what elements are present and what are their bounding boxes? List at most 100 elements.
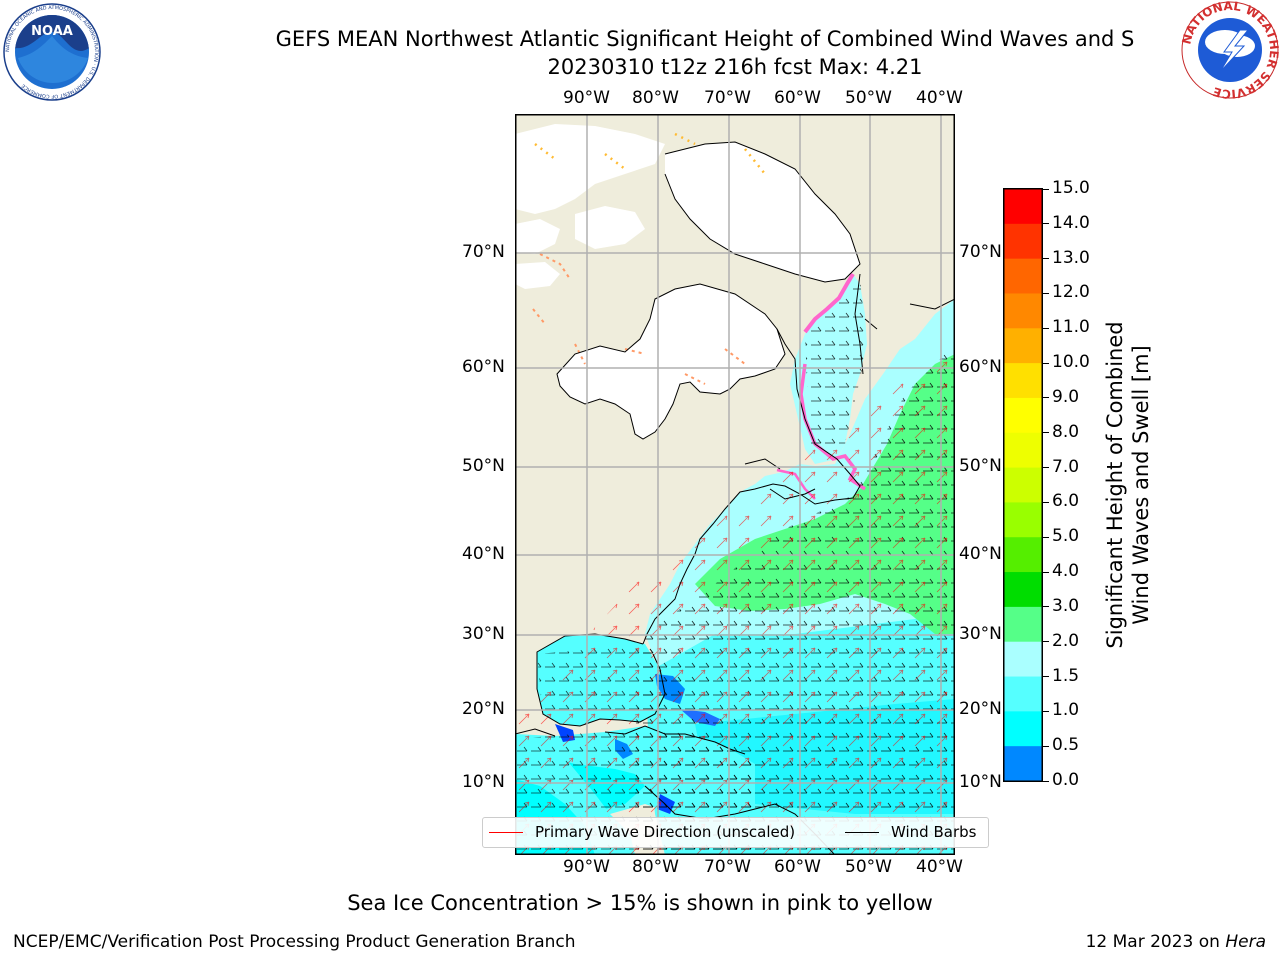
colorbar-tick-label: 8.0 (1052, 421, 1080, 442)
lat-label-left: 20°N (462, 699, 505, 719)
nws-logo: NATIONAL WEATHER SERVICE (1179, 0, 1280, 104)
colorbar-segment (1004, 189, 1042, 225)
colorbar-tick (1043, 641, 1049, 643)
colorbar-tick (1043, 606, 1049, 608)
colorbar-segment (1004, 711, 1042, 747)
colorbar-tick (1043, 710, 1049, 712)
lon-label-bottom: 40°W (916, 857, 963, 877)
colorbar-tick (1043, 780, 1049, 782)
lon-label-top: 50°W (845, 88, 892, 108)
colorbar-tick (1043, 327, 1049, 329)
colorbar-segment (1004, 467, 1042, 503)
baffin-bay (665, 142, 860, 282)
legend-swatch-wave-direction (489, 831, 523, 833)
lat-label-right: 60°N (959, 357, 1002, 377)
lon-label-bottom: 80°W (632, 857, 679, 877)
lon-label-bottom: 90°W (563, 857, 610, 877)
colorbar-segment (1004, 572, 1042, 608)
lat-label-right: 70°N (959, 242, 1002, 262)
sea-ice-edge (803, 272, 855, 334)
noaa-logo-text: NOAA (31, 24, 73, 39)
colorbar-segment (1004, 223, 1042, 260)
colorbar-tick-label: 15.0 (1052, 178, 1090, 198)
colorbar-tick (1043, 258, 1049, 260)
lat-label-left: 30°N (462, 624, 505, 644)
colorbar-tick-label: 1.5 (1052, 665, 1080, 686)
lat-label-left: 40°N (462, 544, 505, 564)
colorbar-tick (1043, 362, 1049, 364)
footer-organization: NCEP/EMC/Verification Post Processing Pr… (13, 932, 576, 952)
colorbar-tick (1043, 223, 1049, 225)
colorbar-segment (1004, 293, 1042, 329)
lat-label-left: 60°N (462, 357, 505, 377)
colorbar-tick (1043, 676, 1049, 678)
lat-label-right: 40°N (959, 544, 1002, 564)
lon-label-bottom: 50°W (845, 857, 892, 877)
lat-label-right: 30°N (959, 624, 1002, 644)
colorbar-tick (1043, 432, 1049, 434)
colorbar-title: Significant Height of Combined Wind Wave… (1102, 321, 1154, 648)
legend-swatch-wind-barbs (845, 831, 879, 833)
colorbar-tick-label: 12.0 (1052, 282, 1090, 303)
colorbar-tick (1043, 501, 1049, 503)
colorbar-tick-label: 10.0 (1052, 352, 1090, 373)
lat-label-right: 20°N (959, 699, 1002, 719)
lon-label-top: 40°W (916, 88, 963, 108)
graticule (515, 114, 955, 855)
chart-subtitle: 20230310 t12z 216h fcst Max: 4.21 (547, 55, 923, 79)
colorbar-tick-label: 6.0 (1052, 491, 1080, 512)
colorbar-title-line1: Significant Height of Combined (1103, 321, 1127, 649)
colorbar-tick-label: 0.5 (1052, 735, 1080, 756)
colorbar-tick (1043, 536, 1049, 538)
colorbar-segment (1004, 537, 1042, 573)
colorbar-title-line2: Wind Waves and Swell [m] (1129, 345, 1153, 625)
lon-label-bottom: 70°W (704, 857, 751, 877)
lat-label-left: 70°N (462, 242, 505, 262)
footer-host: Hera (1225, 932, 1266, 952)
colorbar-tick-label: 9.0 (1052, 386, 1080, 407)
legend-label-wave-direction: Primary Wave Direction (unscaled) (535, 823, 796, 841)
lat-label-right: 50°N (959, 456, 1002, 476)
colorbar-segment (1004, 397, 1042, 434)
colorbar-segment (1004, 432, 1042, 469)
lon-label-top: 60°W (774, 88, 821, 108)
lat-label-right: 10°N (959, 772, 1002, 792)
colorbar-tick (1043, 188, 1049, 190)
colorbar-tick-label: 7.0 (1052, 456, 1080, 477)
colorbar-segment (1004, 258, 1042, 294)
colorbar-segment (1004, 363, 1042, 399)
colorbar-tick-label: 5.0 (1052, 526, 1080, 547)
lon-label-top: 70°W (704, 88, 751, 108)
lon-label-top: 90°W (563, 88, 610, 108)
colorbar-tick (1043, 467, 1049, 469)
colorbar-tick-label: 1.0 (1052, 700, 1080, 721)
colorbar-tick-label: 4.0 (1052, 561, 1080, 582)
sea-ice-caption: Sea Ice Concentration > 15% is shown in … (347, 891, 933, 915)
noaa-logo: NOAA NATIONAL OCEANIC AND ATMOSPHERIC AD… (2, 2, 102, 106)
legend-item-wave-direction: Primary Wave Direction (unscaled) (489, 823, 795, 841)
colorbar-tick-label: 3.0 (1052, 595, 1080, 616)
colorbar-segment (1004, 641, 1042, 678)
lon-label-bottom: 60°W (774, 857, 821, 877)
map-panel (515, 114, 955, 855)
colorbar-tick (1043, 745, 1049, 747)
colorbar-tick (1043, 397, 1049, 399)
colorbar-segment (1004, 746, 1042, 782)
map-legend: Primary Wave Direction (unscaled) Wind B… (482, 817, 989, 848)
arctic-archipelago (515, 124, 665, 214)
chart-title: GEFS MEAN Northwest Atlantic Significant… (275, 27, 1135, 51)
colorbar-tick-label: 0.0 (1052, 770, 1080, 790)
colorbar-tick-label: 11.0 (1052, 317, 1090, 338)
legend-item-wind-barbs: Wind Barbs (845, 823, 976, 841)
coastlines (515, 141, 955, 855)
lat-label-left: 50°N (462, 456, 505, 476)
lon-label-top: 80°W (632, 88, 679, 108)
lat-label-left: 10°N (462, 772, 505, 792)
footer-date: 12 Mar 2023 on Hera (1086, 932, 1266, 952)
colorbar-tick (1043, 571, 1049, 573)
colorbar-segment (1004, 502, 1042, 538)
hudson-bay (557, 284, 785, 439)
colorbar-segment (1004, 606, 1042, 643)
legend-label-wind-barbs: Wind Barbs (891, 823, 977, 841)
colorbar-tick-label: 2.0 (1052, 630, 1080, 651)
